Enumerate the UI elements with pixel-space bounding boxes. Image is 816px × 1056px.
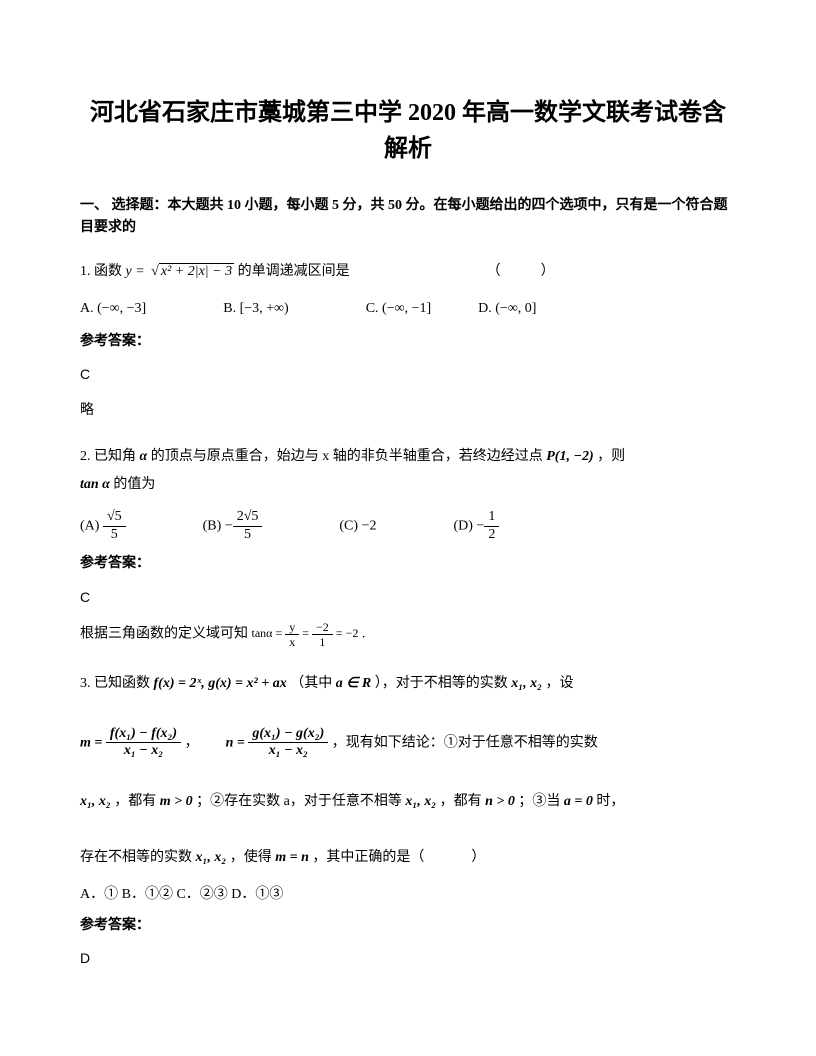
q3-mid9: 时， [596,794,624,809]
q3-meqn: m = n [275,850,309,865]
q3-mid2: ），对于不相等的实数 [375,676,508,691]
q3-mid4: ，现有如下结论：①对于任意不相等的实数 [332,735,598,750]
q2-explanation: 根据三角函数的定义域可知 tanα = yx = −21 = −2 . [80,620,736,650]
q3-answer: D [80,946,736,971]
q2-answer-label: 参考答案： [80,551,736,576]
q3-mid11: ，使得 [230,850,272,865]
q3-ngt0: n > 0 [485,794,515,809]
q1-explanation: 略 [80,398,736,423]
q2-prefix: 2. 已知角 [80,449,136,464]
q3-x12-c: x₁, x₂ [405,794,436,809]
q1-formula: y = √x² + 2|x| − 3 [126,258,235,286]
q1-answer-label: 参考答案： [80,329,736,354]
q3-options: A．① B．①② C．②③ D．①③ [80,882,736,907]
question-1: 1. 函数 y = √x² + 2|x| − 3 的单调递减区间是 （） [80,258,736,286]
q2-exp-formula: tanα = yx = −21 = −2 [252,626,359,640]
q3-mid12: ，其中正确的是（ [312,850,424,865]
q1-suffix: 的单调递减区间是 [238,264,350,279]
q3-x12-d: x₁, x₂ [196,850,227,865]
q2-tan: tan α [80,477,110,492]
q1-options: A. (−∞, −3] B. [−3, +∞) C. (−∞, −1] D. (… [80,296,736,321]
q1-paren: （） [487,264,555,279]
q2-exp-prefix: 根据三角函数的定义域可知 [80,626,248,641]
q2-optC-label: (C) [339,518,358,533]
page-title: 河北省石家庄市藁城第三中学 2020 年高一数学文联考试卷含解析 [80,95,736,167]
q2-mid2: ，则 [597,449,625,464]
q3-aeq0: a = 0 [564,794,593,809]
q1-prefix: 1. 函数 [80,264,122,279]
q2-suffix: 的值为 [113,477,155,492]
q3-comma1: ， [185,735,199,750]
q2-point: P(1, −2) [546,449,593,464]
q2-answer: C [80,585,736,610]
q1-optB: [−3, +∞) [240,301,289,316]
q1-optD-label: D. [478,301,492,316]
q1-optD: (−∞, 0] [495,301,536,316]
q2-optC: −2 [362,518,377,533]
q3-mgt0: m > 0 [160,794,193,809]
q1-optB-label: B. [223,301,236,316]
question-2: 2. 已知角 α 的顶点与原点重合，始边与 x 轴的非负半轴重合，若终边经过点 … [80,443,736,499]
q3-x12-a: x₁, x₂ [511,676,542,691]
q3-mid3: ，设 [546,676,574,691]
q3-m-frac: f(x₁) − f(x₂) x₁ − x₂ [106,726,181,761]
q2-optB-frac: 2√5 5 [233,509,263,544]
q3-prefix: 3. 已知函数 [80,676,150,691]
q2-options: (A) √5 5 (B) − 2√5 5 (C) −2 (D) − 1 2 [80,509,736,544]
q3-mid13: ） [471,850,485,865]
q3-f-formula: f(x) = 2ˣ, g(x) = x² + ax [154,676,287,691]
q3-mid10: 存在不相等的实数 [80,850,192,865]
q3-meq: m = [80,735,102,750]
q3-mid7: ，都有 [440,794,482,809]
q1-answer: C [80,362,736,387]
q2-optB-label: (B) [203,518,222,533]
q1-optA: (−∞, −3] [97,301,146,316]
q1-optA-label: A. [80,301,94,316]
question-3: 3. 已知函数 f(x) = 2ˣ, g(x) = x² + ax （其中 a … [80,670,736,873]
q1-optC-label: C. [366,301,379,316]
q3-n-frac: g(x₁) − g(x₂) x₁ − x₂ [248,726,328,761]
q2-optA-label: (A) [80,518,99,533]
q3-mid6: ；②存在实数 a，对于任意不相等 [196,794,402,809]
q2-optA-frac: √5 5 [103,509,126,544]
q2-alpha: α [140,449,148,464]
q2-exp-suffix: . [362,626,366,641]
q3-mid1: （其中 [290,676,332,691]
q3-x12-b: x₁, x₂ [80,794,111,809]
q3-ain: a ∈ R [336,676,372,691]
q2-optD-frac: 1 2 [484,509,499,544]
q2-optB-neg: − [225,518,233,533]
q1-optC: (−∞, −1] [382,301,431,316]
q3-mid8: ；③当 [518,794,560,809]
q2-optD-label: (D) [453,518,472,533]
q3-neq: n = [226,735,245,750]
section-title: 一、 选择题：本大题共 10 小题，每小题 5 分，共 50 分。在每小题给出的… [80,195,736,240]
q3-answer-label: 参考答案： [80,913,736,938]
q2-optD-neg: − [476,518,484,533]
q3-mid5: ，都有 [114,794,156,809]
q2-mid1: 的顶点与原点重合，始边与 x 轴的非负半轴重合，若终边经过点 [151,449,543,464]
